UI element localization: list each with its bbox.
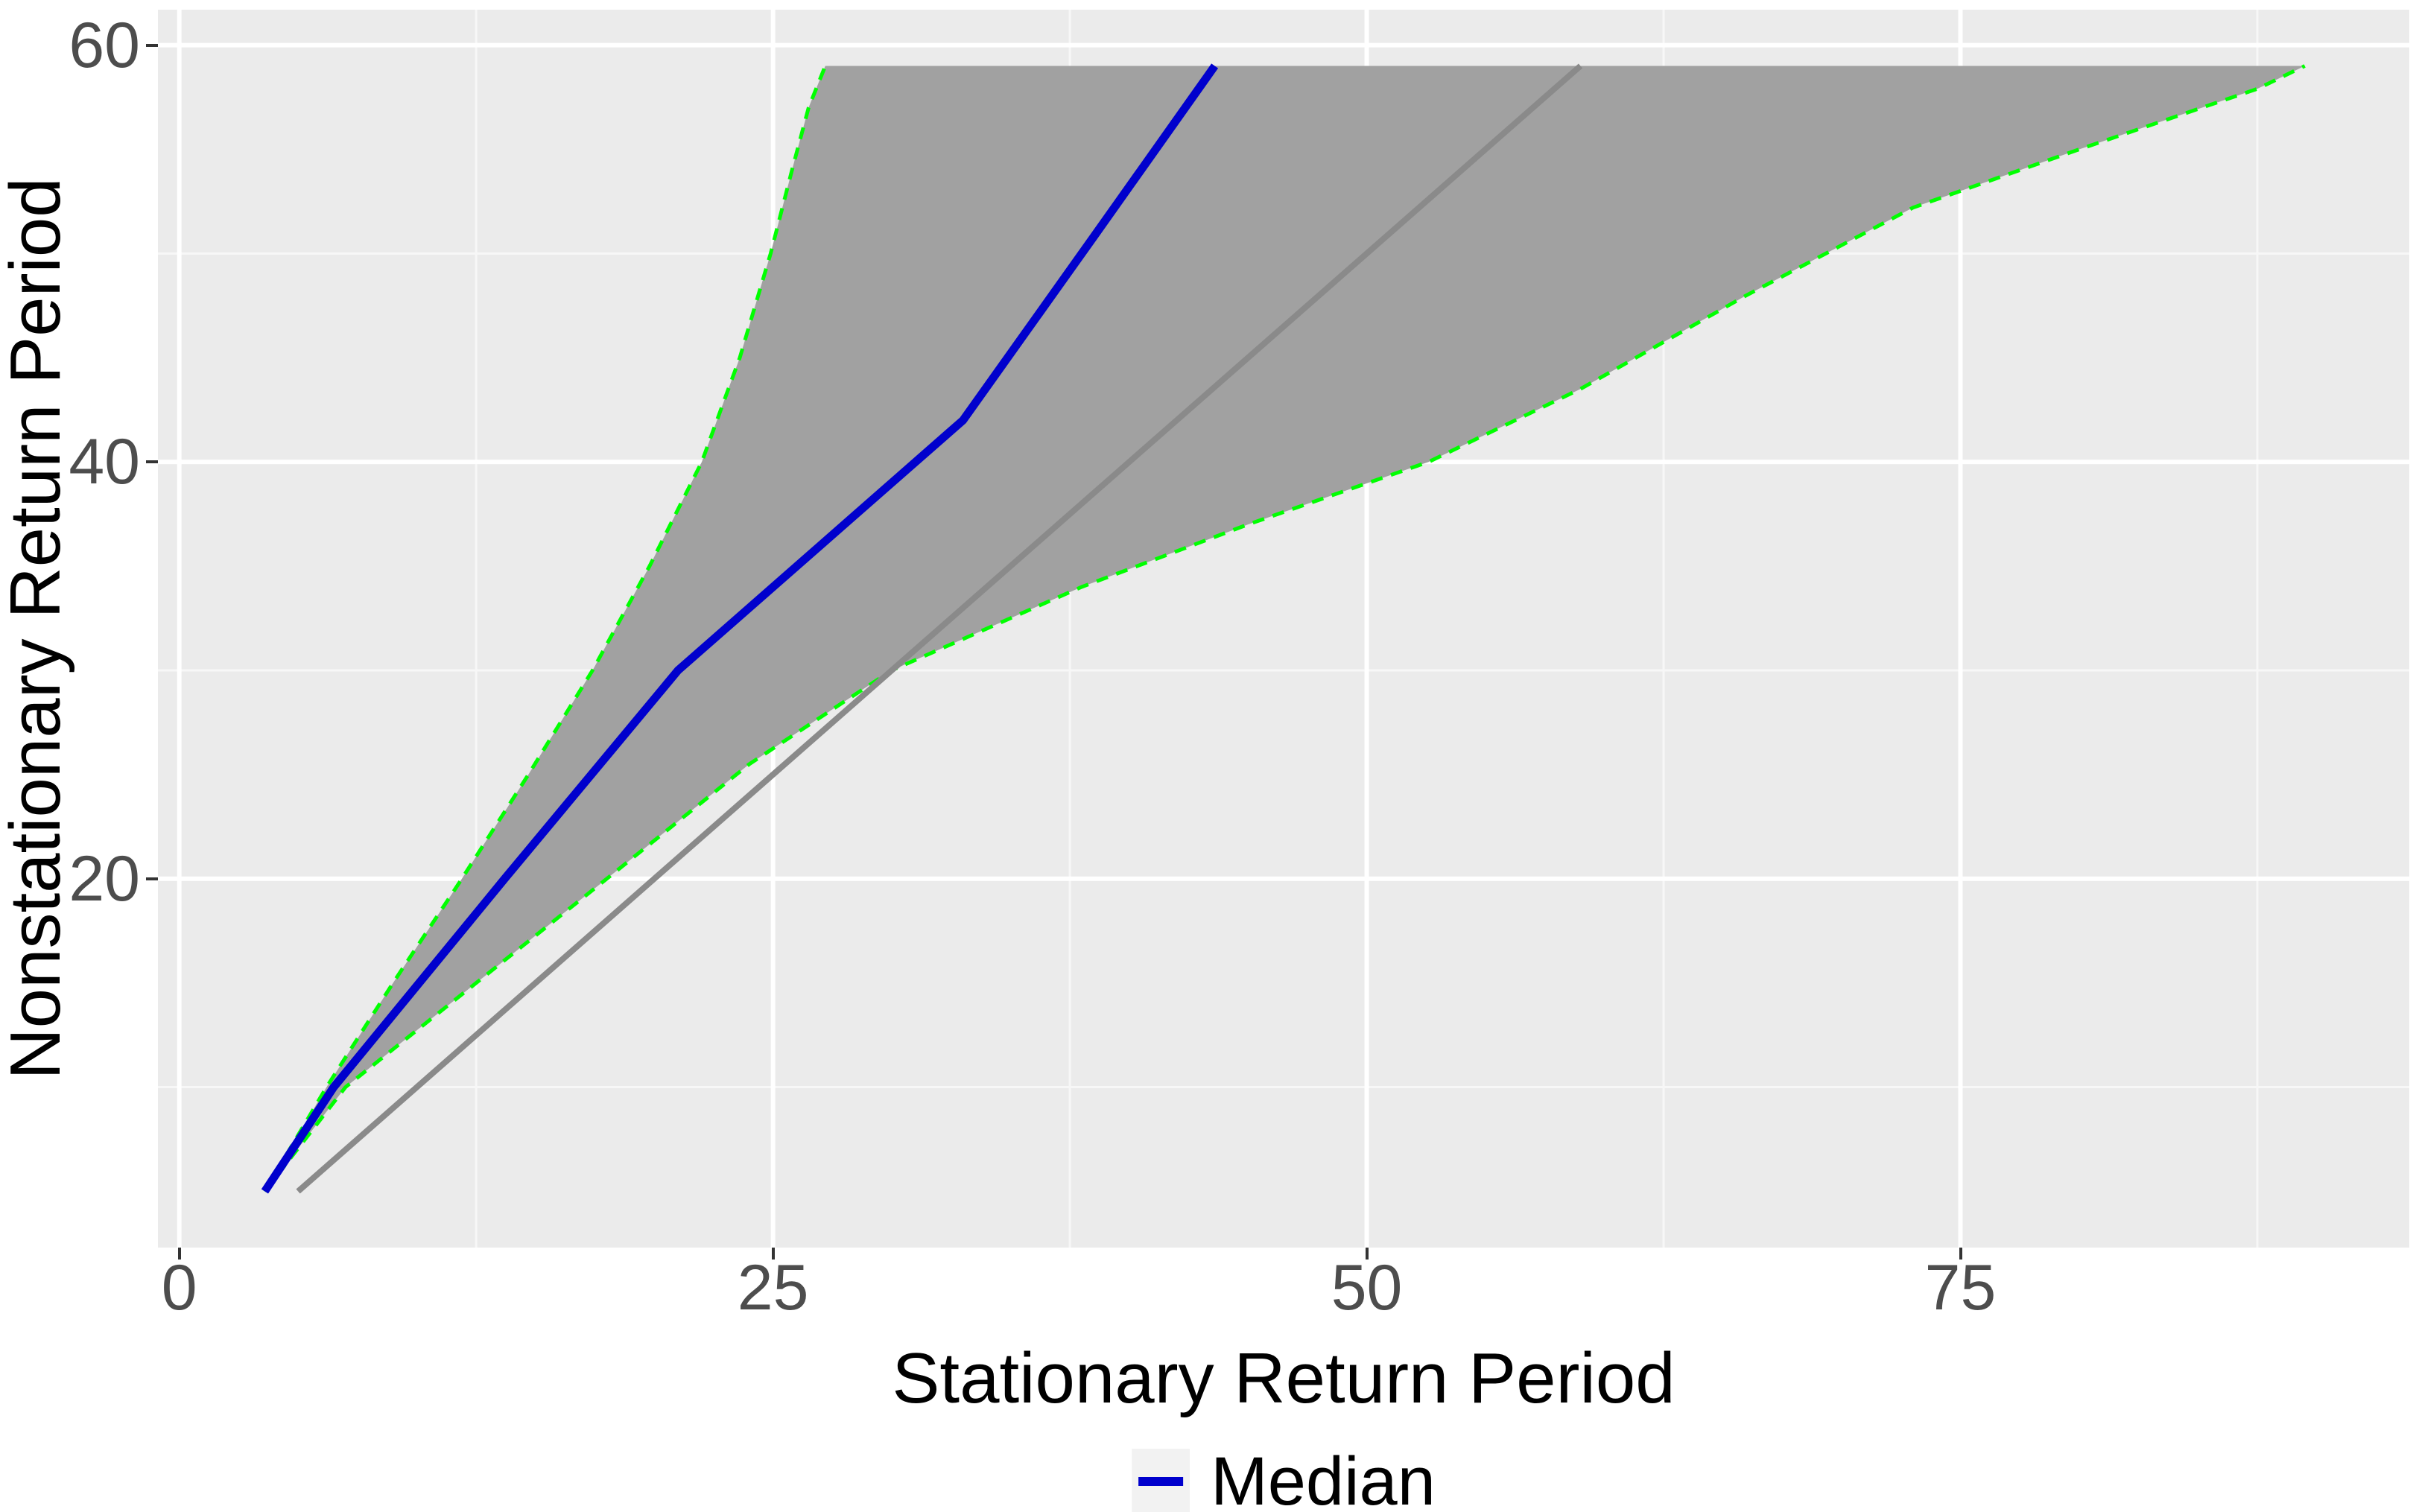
confidence-band-area xyxy=(264,66,2305,1192)
y-tick-mark xyxy=(146,877,158,880)
y-tick-mark xyxy=(146,43,158,47)
median-line-icon xyxy=(1138,1477,1184,1486)
median-line xyxy=(261,63,1219,1194)
y-tick-label: 60 xyxy=(69,9,140,81)
x-tick-mark xyxy=(771,1248,775,1260)
x-tick-mark xyxy=(1365,1248,1369,1260)
one-to-one-line xyxy=(296,63,1583,1194)
y-tick-label: 40 xyxy=(69,426,140,498)
y-tick-label: 20 xyxy=(69,842,140,915)
y-tick-mark xyxy=(146,460,158,464)
x-axis-title: Stationary Return Period xyxy=(892,1338,1675,1418)
legend-key xyxy=(1132,1449,1190,1512)
x-tick-label: 25 xyxy=(737,1252,809,1324)
x-tick-mark xyxy=(177,1248,181,1260)
band-lower-bound-line xyxy=(263,64,2306,1193)
y-axis-title: Nonstationary Return Period xyxy=(0,177,75,1080)
band-upper-bound-line xyxy=(263,65,828,1192)
plot-panel xyxy=(158,10,2409,1248)
chart-canvas xyxy=(158,10,2409,1248)
legend: Median xyxy=(1132,1447,1436,1512)
x-tick-mark xyxy=(1959,1248,1962,1260)
x-tick-label: 0 xyxy=(161,1252,197,1324)
x-tick-label: 75 xyxy=(1924,1252,1997,1324)
x-tick-label: 50 xyxy=(1331,1252,1403,1324)
legend-label: Median xyxy=(1211,1443,1436,1512)
